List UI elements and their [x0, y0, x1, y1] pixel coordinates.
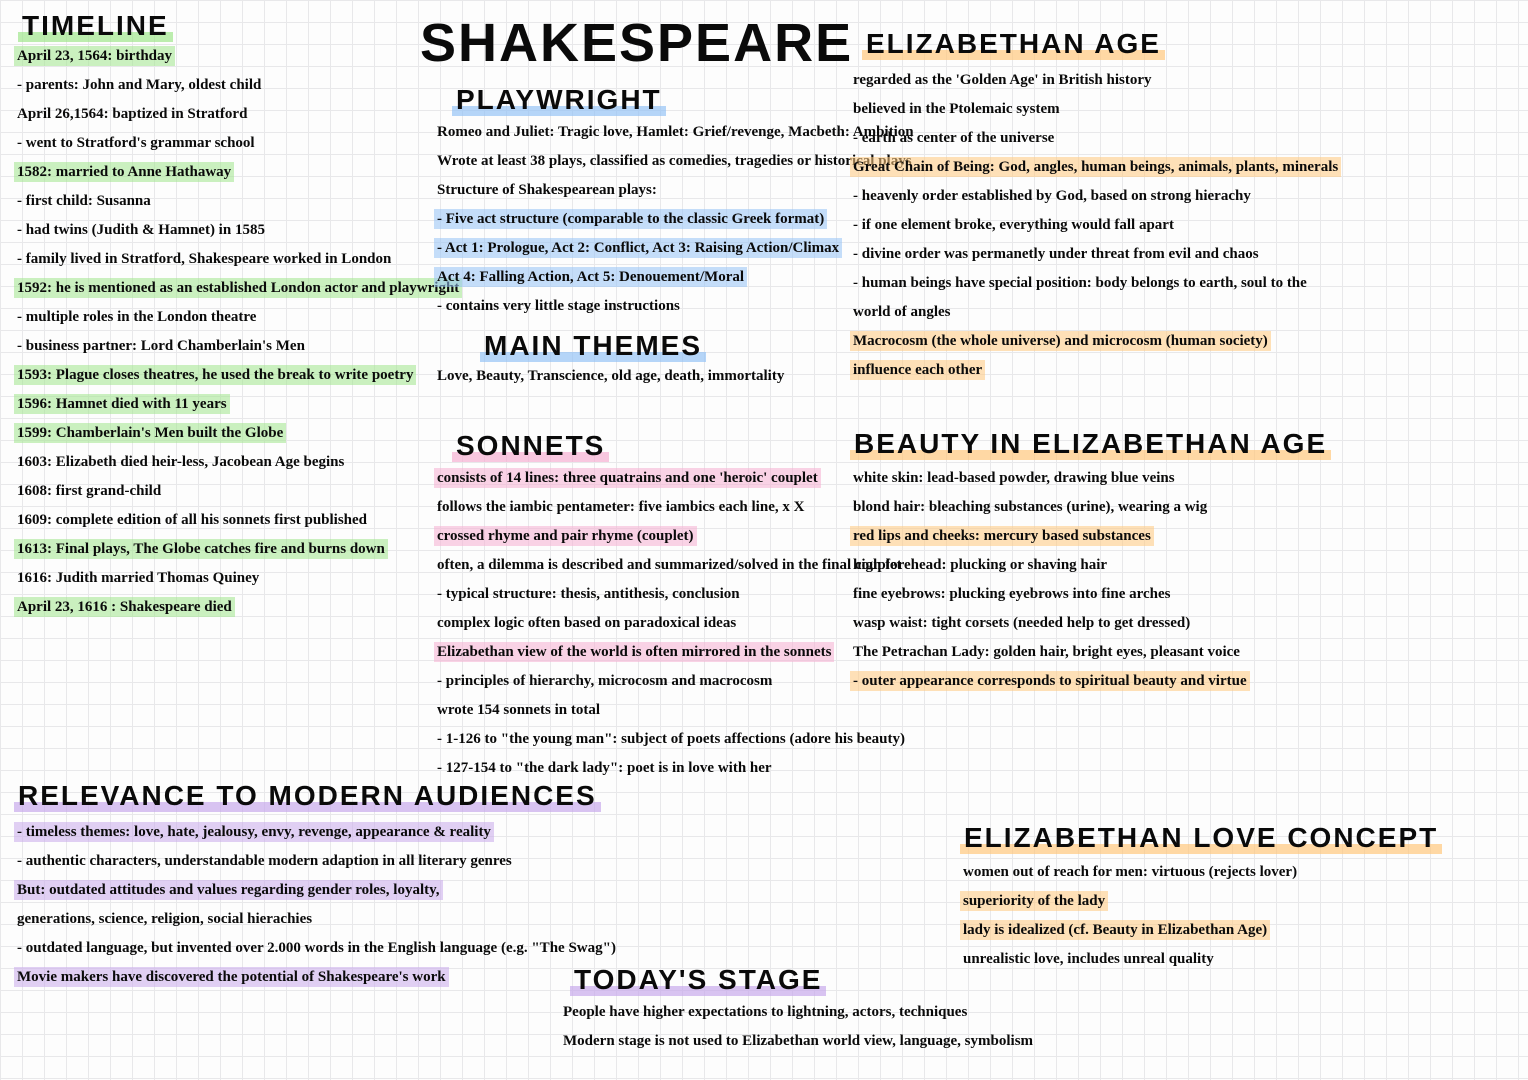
playwright-line: Act 4: Falling Action, Act 5: Denouement… — [434, 267, 747, 287]
timeline-line: - business partner: Lord Chamberlain's M… — [14, 336, 308, 356]
timeline-line: 1613: Final plays, The Globe catches fir… — [14, 539, 388, 559]
timeline-line: April 23, 1616 : Shakespeare died — [14, 597, 235, 617]
elizAge-line: Great Chain of Being: God, angles, human… — [850, 157, 1341, 177]
timeline-line: 1599: Chamberlain's Men built the Globe — [14, 423, 286, 443]
timeline-line: - family lived in Stratford, Shakespeare… — [14, 249, 394, 269]
relevance-line: - timeless themes: love, hate, jealousy,… — [14, 822, 494, 842]
playwright-line: Structure of Shakespearean plays: — [434, 180, 660, 200]
playwright-line: Romeo and Juliet: Tragic love, Hamlet: G… — [434, 122, 917, 142]
love-line: lady is idealized (cf. Beauty in Elizabe… — [960, 920, 1270, 940]
sonnets-line: complex logic often based on paradoxical… — [434, 613, 739, 633]
love-line: superiority of the lady — [960, 891, 1108, 911]
elizAge-line: - divine order was permanetly under thre… — [850, 244, 1262, 264]
elizAge-line: regarded as the 'Golden Age' in British … — [850, 70, 1154, 90]
today-heading: TODAY'S STAGE — [570, 964, 826, 996]
themes-heading: MAIN THEMES — [480, 330, 706, 362]
playwright-line: Wrote at least 38 plays, classified as c… — [434, 151, 915, 171]
themes-line: Love, Beauty, Transcience, old age, deat… — [434, 366, 787, 386]
elizAge-heading: ELIZABETHAN AGE — [862, 28, 1165, 60]
timeline-line: 1608: first grand-child — [14, 481, 164, 501]
elizAge-line: believed in the Ptolemaic system — [850, 99, 1063, 119]
sonnets-line: Elizabethan view of the world is often m… — [434, 642, 834, 662]
sonnets-line: crossed rhyme and pair rhyme (couplet) — [434, 526, 697, 546]
timeline-line: - multiple roles in the London theatre — [14, 307, 259, 327]
sonnets-line: wrote 154 sonnets in total — [434, 700, 603, 720]
love-line: unrealistic love, includes unreal qualit… — [960, 949, 1217, 969]
elizAge-line: world of angles — [850, 302, 954, 322]
playwright-line: - contains very little stage instruction… — [434, 296, 683, 316]
beauty-heading: BEAUTY IN ELIZABETHAN AGE — [850, 428, 1331, 460]
timeline-line: - first child: Susanna — [14, 191, 154, 211]
timeline-line: 1603: Elizabeth died heir-less, Jacobean… — [14, 452, 347, 472]
relevance-line: But: outdated attitudes and values regar… — [14, 880, 443, 900]
timeline-line: 1582: married to Anne Hathaway — [14, 162, 234, 182]
timeline-line: April 23, 1564: birthday — [14, 46, 175, 66]
beauty-line: - outer appearance corresponds to spirit… — [850, 671, 1250, 691]
beauty-line: high forehead: plucking or shaving hair — [850, 555, 1110, 575]
elizAge-line: - heavenly order established by God, bas… — [850, 186, 1254, 206]
relevance-line: - outdated language, but invented over 2… — [14, 938, 619, 958]
relevance-heading: RELEVANCE TO MODERN AUDIENCES — [14, 780, 601, 812]
today-line: People have higher expectations to light… — [560, 1002, 970, 1022]
timeline-line: 1609: complete edition of all his sonnet… — [14, 510, 370, 530]
today-line: Modern stage is not used to Elizabethan … — [560, 1031, 1036, 1051]
sonnets-heading: SONNETS — [452, 430, 609, 462]
beauty-line: white skin: lead-based powder, drawing b… — [850, 468, 1178, 488]
relevance-line: Movie makers have discovered the potenti… — [14, 967, 449, 987]
beauty-line: red lips and cheeks: mercury based subst… — [850, 526, 1154, 546]
timeline-line: April 26,1564: baptized in Stratford — [14, 104, 250, 124]
timeline-heading: TIMELINE — [18, 10, 173, 42]
timeline-line: 1596: Hamnet died with 11 years — [14, 394, 230, 414]
sonnets-line: consists of 14 lines: three quatrains an… — [434, 468, 821, 488]
timeline-line: - parents: John and Mary, oldest child — [14, 75, 264, 95]
beauty-line: wasp waist: tight corsets (needed help t… — [850, 613, 1193, 633]
sonnets-line: - 1-126 to "the young man": subject of p… — [434, 729, 908, 749]
timeline-line: - went to Stratford's grammar school — [14, 133, 258, 153]
elizAge-line: - if one element broke, everything would… — [850, 215, 1177, 235]
beauty-line: The Petrachan Lady: golden hair, bright … — [850, 642, 1243, 662]
elizAge-line: Macrocosm (the whole universe) and micro… — [850, 331, 1271, 351]
sonnets-line: often, a dilemma is described and summar… — [434, 555, 905, 575]
playwright-heading: PLAYWRIGHT — [452, 84, 666, 116]
timeline-line: 1593: Plague closes theatres, he used th… — [14, 365, 416, 385]
elizAge-line: - human beings have special position: bo… — [850, 273, 1310, 293]
main-title: SHAKESPEARE — [420, 12, 853, 74]
relevance-line: generations, science, religion, social h… — [14, 909, 315, 929]
timeline-line: 1616: Judith married Thomas Quiney — [14, 568, 262, 588]
timeline-line: - had twins (Judith & Hamnet) in 1585 — [14, 220, 268, 240]
sonnets-line: - principles of hierarchy, microcosm and… — [434, 671, 775, 691]
elizAge-line: - earth as center of the universe — [850, 128, 1057, 148]
relevance-line: - authentic characters, understandable m… — [14, 851, 515, 871]
beauty-line: blond hair: bleaching substances (urine)… — [850, 497, 1210, 517]
sonnets-line: - 127-154 to "the dark lady": poet is in… — [434, 758, 775, 778]
sonnets-line: - typical structure: thesis, antithesis,… — [434, 584, 743, 604]
love-heading: ELIZABETHAN LOVE CONCEPT — [960, 822, 1442, 854]
beauty-line: fine eyebrows: plucking eyebrows into fi… — [850, 584, 1174, 604]
playwright-line: - Act 1: Prologue, Act 2: Conflict, Act … — [434, 238, 842, 258]
sonnets-line: follows the iambic pentameter: five iamb… — [434, 497, 807, 517]
timeline-line: 1592: he is mentioned as an established … — [14, 278, 462, 298]
love-line: women out of reach for men: virtuous (re… — [960, 862, 1300, 882]
elizAge-line: influence each other — [850, 360, 985, 380]
playwright-line: - Five act structure (comparable to the … — [434, 209, 827, 229]
